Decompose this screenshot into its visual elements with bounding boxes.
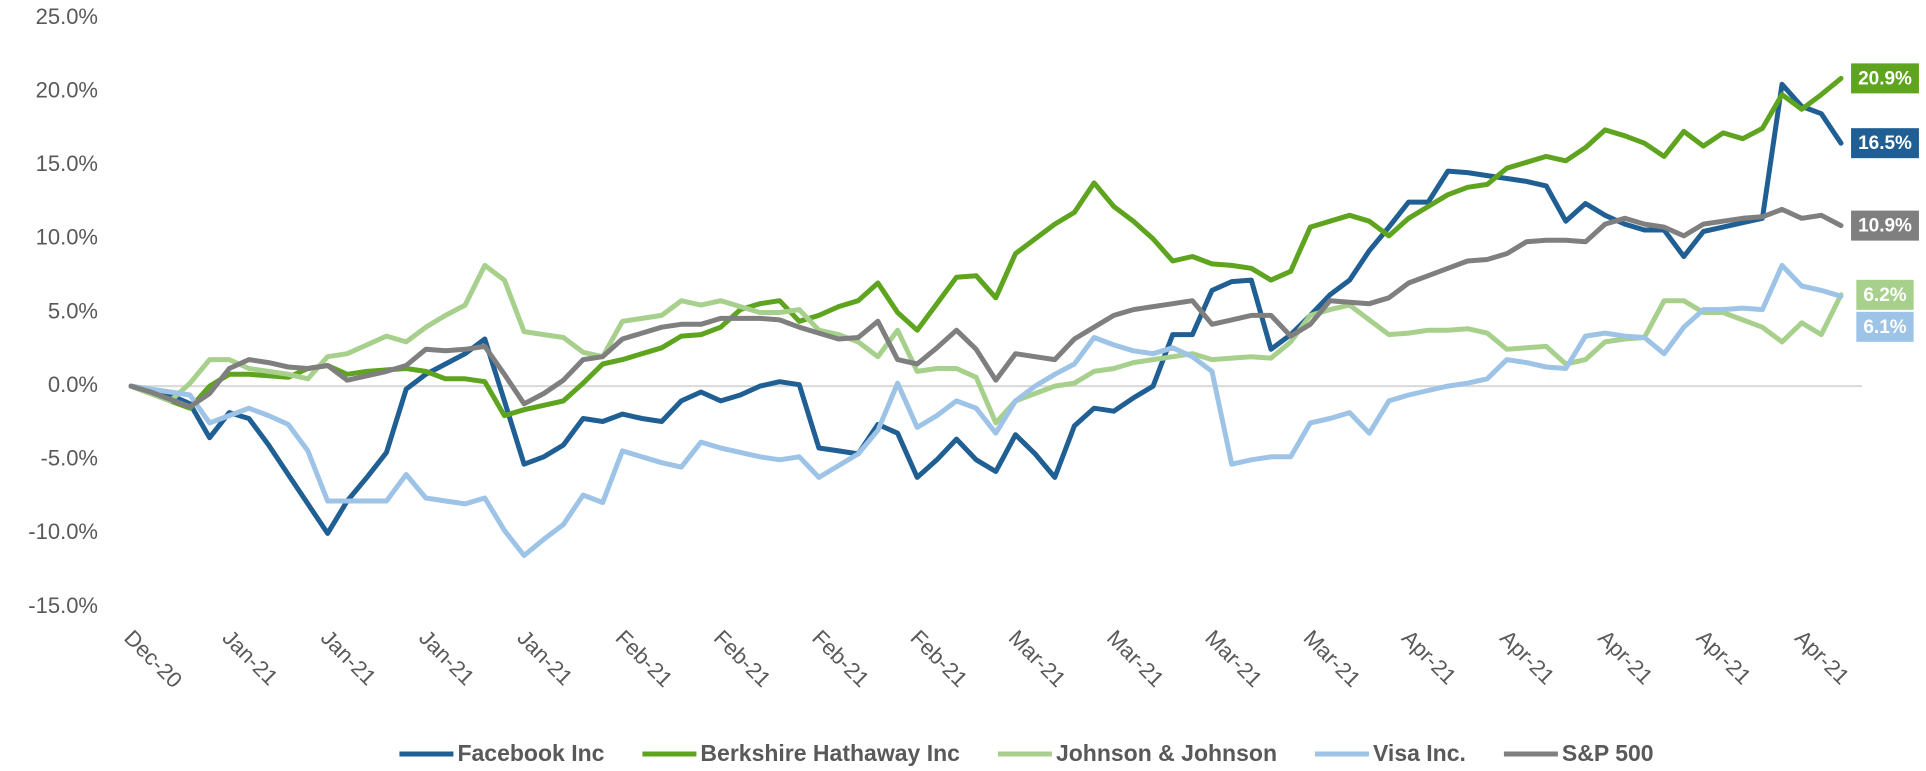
x-tick-label: Mar-21 — [1299, 625, 1366, 692]
end-label-box — [1851, 128, 1919, 159]
x-tick-label: Jan-21 — [316, 625, 381, 690]
x-tick-label: Apr-21 — [1397, 625, 1461, 689]
legend-label: Johnson & Johnson — [1056, 740, 1277, 766]
x-tick-label: Apr-21 — [1790, 625, 1854, 689]
end-label: 16.5% — [1851, 128, 1919, 159]
legend-label: Visa Inc. — [1373, 740, 1466, 766]
x-tick-label: Feb-21 — [906, 625, 973, 692]
x-tick-label: Jan-21 — [218, 625, 283, 690]
end-label-box — [1856, 311, 1914, 342]
legend-item: S&P 500 — [1503, 740, 1654, 766]
series-line — [128, 262, 1844, 426]
series-line — [128, 206, 1844, 410]
end-label: 20.9% — [1851, 63, 1919, 94]
legend-label: S&P 500 — [1562, 740, 1654, 766]
x-tick-label: Apr-21 — [1593, 625, 1657, 689]
end-label-text: 20.9% — [1858, 68, 1912, 89]
x-tick-label: Mar-21 — [1004, 625, 1071, 692]
x-tick-label: Jan-21 — [414, 625, 479, 690]
end-label-text: 6.2% — [1863, 285, 1906, 306]
x-tick-label: Feb-21 — [807, 625, 874, 692]
series-line — [128, 81, 1844, 536]
legend-item: Visa Inc. — [1315, 740, 1466, 766]
y-tick-label: 20.0% — [36, 77, 98, 102]
x-tick-label: Mar-21 — [1102, 625, 1169, 692]
y-tick-label: 15.0% — [36, 151, 98, 176]
legend-item: Berkshire Hathaway Inc — [642, 740, 960, 766]
x-tick-label: Feb-21 — [709, 625, 776, 692]
legend-label: Facebook Inc — [457, 740, 604, 766]
y-tick-label: -10.0% — [28, 519, 98, 544]
y-tick-label: 10.0% — [36, 225, 98, 250]
y-tick-label: 25.0% — [36, 4, 98, 29]
x-tick-label: Apr-21 — [1692, 625, 1756, 689]
end-label-box — [1851, 210, 1919, 241]
end-label-box — [1851, 63, 1919, 94]
legend-item: Facebook Inc — [399, 740, 605, 766]
series-line — [128, 75, 1844, 419]
x-tick-label: Mar-21 — [1200, 625, 1267, 692]
end-label-box — [1856, 279, 1914, 310]
y-tick-label: -5.0% — [41, 446, 98, 471]
x-tick-label: Apr-21 — [1495, 625, 1559, 689]
y-tick-label: 0.0% — [48, 372, 98, 397]
legend-item: Johnson & Johnson — [997, 740, 1277, 766]
legend-label: Berkshire Hathaway Inc — [700, 740, 960, 766]
end-label-text: 6.1% — [1863, 317, 1906, 338]
x-tick-label: Dec-20 — [119, 625, 187, 693]
end-label: 10.9% — [1851, 210, 1919, 241]
end-label: 6.2% — [1856, 279, 1914, 310]
x-tick-label: Jan-21 — [512, 625, 577, 690]
y-tick-label: -15.0% — [28, 593, 98, 618]
y-tick-label: 5.0% — [48, 298, 98, 323]
end-label-text: 16.5% — [1858, 133, 1912, 154]
end-label: 6.1% — [1856, 311, 1914, 342]
end-label-text: 10.9% — [1858, 216, 1912, 237]
x-tick-label: Feb-21 — [611, 625, 678, 692]
series-line — [128, 262, 1844, 558]
